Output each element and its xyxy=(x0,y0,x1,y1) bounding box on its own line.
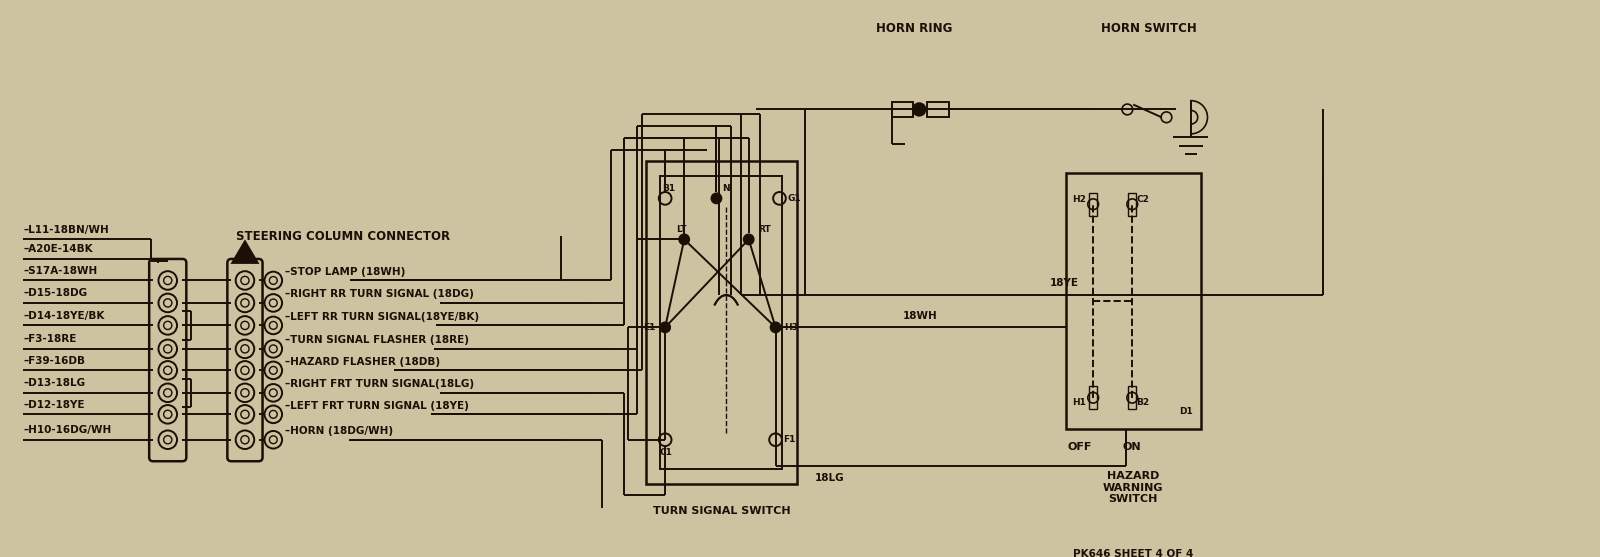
Circle shape xyxy=(1126,392,1138,403)
Text: PK646 SHEET 4 OF 4: PK646 SHEET 4 OF 4 xyxy=(1074,549,1194,557)
Text: RT: RT xyxy=(758,225,771,234)
Text: 18LG: 18LG xyxy=(814,473,845,483)
Circle shape xyxy=(1088,392,1099,403)
Text: C1: C1 xyxy=(659,448,672,457)
Text: ON: ON xyxy=(1123,442,1141,452)
Text: –S17A-18WH: –S17A-18WH xyxy=(22,266,98,276)
Circle shape xyxy=(269,389,277,397)
Bar xyxy=(1128,386,1136,409)
Circle shape xyxy=(712,193,722,203)
Bar xyxy=(891,101,914,118)
Bar xyxy=(646,161,797,483)
Text: HORN RING: HORN RING xyxy=(877,22,952,35)
Text: –LEFT RR TURN SIGNAL(18YE/BK): –LEFT RR TURN SIGNAL(18YE/BK) xyxy=(285,311,478,321)
Bar xyxy=(926,101,949,118)
Circle shape xyxy=(269,367,277,374)
Text: HAZARD
WARNING
SWITCH: HAZARD WARNING SWITCH xyxy=(1102,471,1163,504)
Circle shape xyxy=(163,436,171,444)
Text: D1: D1 xyxy=(1179,407,1194,416)
Bar xyxy=(1128,193,1136,216)
Circle shape xyxy=(242,321,250,330)
Text: 18WH: 18WH xyxy=(904,311,938,321)
Text: –H10-16DG/WH: –H10-16DG/WH xyxy=(22,425,112,435)
Text: H3: H3 xyxy=(784,323,798,332)
Circle shape xyxy=(269,276,277,285)
Circle shape xyxy=(163,389,171,397)
Text: –D15-18DG: –D15-18DG xyxy=(22,288,88,298)
Text: TURN SIGNAL SWITCH: TURN SIGNAL SWITCH xyxy=(653,506,790,516)
Text: G1: G1 xyxy=(787,194,802,203)
Text: –A20E-14BK: –A20E-14BK xyxy=(22,244,93,254)
Circle shape xyxy=(242,299,250,307)
Text: B1: B1 xyxy=(662,184,675,193)
Text: –L11-18BN/WH: –L11-18BN/WH xyxy=(22,224,109,234)
Text: –HAZARD FLASHER (18DB): –HAZARD FLASHER (18DB) xyxy=(285,356,440,367)
FancyBboxPatch shape xyxy=(227,259,262,461)
Text: LT: LT xyxy=(677,225,686,234)
Text: –HORN (18DG/WH): –HORN (18DG/WH) xyxy=(285,426,394,436)
Text: B2: B2 xyxy=(1136,398,1149,407)
Bar xyxy=(1090,193,1098,216)
Text: H2: H2 xyxy=(1072,195,1085,204)
Circle shape xyxy=(242,410,250,418)
Circle shape xyxy=(269,345,277,353)
Text: E1: E1 xyxy=(643,323,654,332)
Circle shape xyxy=(1088,199,1099,209)
Text: –STOP LAMP (18WH): –STOP LAMP (18WH) xyxy=(285,267,405,277)
Circle shape xyxy=(163,276,171,285)
Circle shape xyxy=(1126,199,1138,209)
Text: C2: C2 xyxy=(1136,195,1149,204)
Wedge shape xyxy=(1190,101,1208,134)
Bar xyxy=(1066,173,1200,429)
Circle shape xyxy=(163,345,171,353)
Text: –RIGHT RR TURN SIGNAL (18DG): –RIGHT RR TURN SIGNAL (18DG) xyxy=(285,289,474,299)
Text: –TURN SIGNAL FLASHER (18RE): –TURN SIGNAL FLASHER (18RE) xyxy=(285,335,469,345)
Bar xyxy=(661,176,782,469)
Text: H1: H1 xyxy=(1072,398,1085,407)
Circle shape xyxy=(242,345,250,353)
Text: –LEFT FRT TURN SIGNAL (18YE): –LEFT FRT TURN SIGNAL (18YE) xyxy=(285,400,469,411)
Bar xyxy=(1090,386,1098,409)
Circle shape xyxy=(242,276,250,285)
Circle shape xyxy=(163,367,171,374)
Text: –F39-16DB: –F39-16DB xyxy=(22,355,85,365)
Circle shape xyxy=(678,234,690,245)
Text: OFF: OFF xyxy=(1067,442,1093,452)
Circle shape xyxy=(242,436,250,444)
Circle shape xyxy=(242,389,250,397)
Text: HORN SWITCH: HORN SWITCH xyxy=(1101,22,1197,35)
Circle shape xyxy=(914,103,925,116)
Text: 18YE: 18YE xyxy=(1050,278,1078,289)
Circle shape xyxy=(163,299,171,307)
Circle shape xyxy=(163,410,171,418)
Circle shape xyxy=(744,234,754,245)
Text: F1: F1 xyxy=(784,435,795,444)
Text: STEERING COLUMN CONNECTOR: STEERING COLUMN CONNECTOR xyxy=(237,230,450,243)
Circle shape xyxy=(269,411,277,418)
Circle shape xyxy=(269,436,277,443)
Circle shape xyxy=(242,367,250,374)
Text: –D14-18YE/BK: –D14-18YE/BK xyxy=(22,311,104,321)
Circle shape xyxy=(661,323,670,333)
Text: –D12-18YE: –D12-18YE xyxy=(22,399,85,409)
Polygon shape xyxy=(232,241,258,263)
FancyBboxPatch shape xyxy=(149,259,186,461)
Circle shape xyxy=(269,321,277,329)
Text: N: N xyxy=(722,184,730,193)
Text: –F3-18RE: –F3-18RE xyxy=(22,334,77,344)
Circle shape xyxy=(269,299,277,307)
Text: –D13-18LG: –D13-18LG xyxy=(22,378,85,388)
Text: –RIGHT FRT TURN SIGNAL(18LG): –RIGHT FRT TURN SIGNAL(18LG) xyxy=(285,379,474,389)
Circle shape xyxy=(771,323,781,333)
Circle shape xyxy=(163,321,171,330)
